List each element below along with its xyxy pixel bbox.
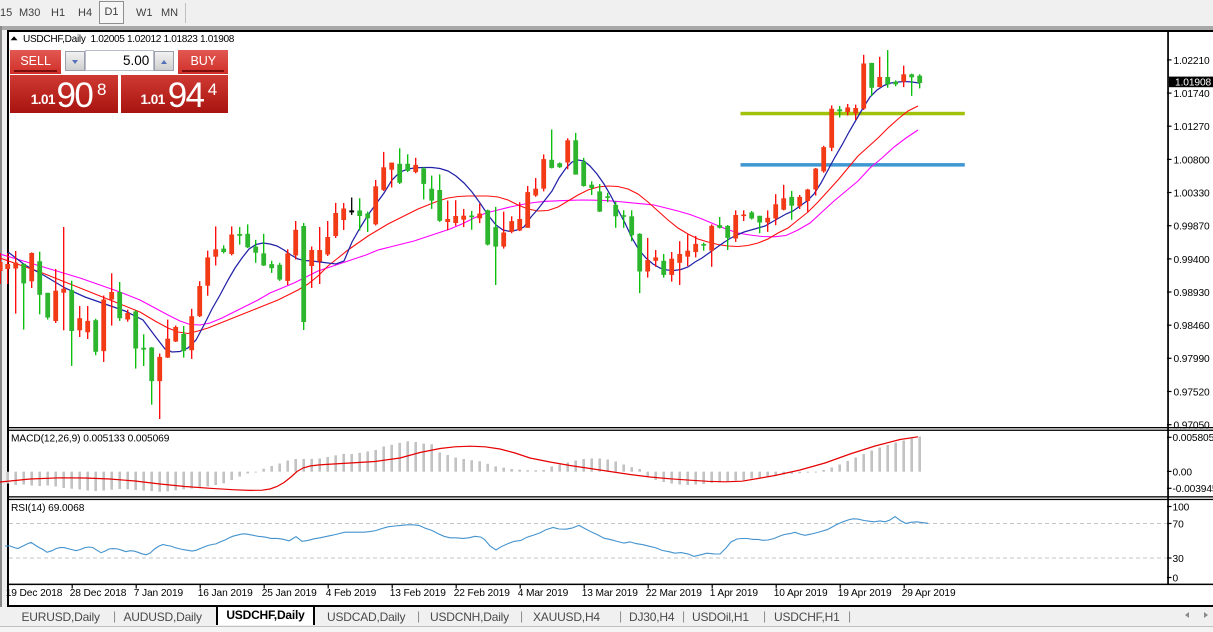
svg-text:0.98930: 0.98930	[1174, 288, 1211, 299]
svg-text:25 Jan 2019: 25 Jan 2019	[262, 588, 317, 599]
svg-text:1.00330: 1.00330	[1174, 188, 1211, 199]
svg-text:13 Feb 2019: 13 Feb 2019	[390, 588, 447, 599]
svg-text:USDCHF,Daily: USDCHF,Daily	[23, 34, 87, 45]
svg-text:1.01740: 1.01740	[1174, 89, 1211, 100]
svg-text:10 Apr 2019: 10 Apr 2019	[774, 588, 828, 599]
svg-text:0.005805: 0.005805	[1173, 433, 1213, 444]
svg-text:1.01908: 1.01908	[1175, 77, 1212, 88]
svg-text:4 Mar 2019: 4 Mar 2019	[518, 588, 569, 599]
svg-text:70: 70	[1173, 519, 1185, 530]
svg-text:0.00: 0.00	[1173, 467, 1193, 478]
svg-text:30: 30	[1173, 554, 1185, 565]
svg-text:100: 100	[1173, 502, 1190, 513]
svg-text:29 Apr 2019: 29 Apr 2019	[902, 588, 956, 599]
svg-text:0.99870: 0.99870	[1174, 222, 1211, 233]
svg-text:19 Apr 2019: 19 Apr 2019	[838, 588, 892, 599]
svg-text:16 Jan 2019: 16 Jan 2019	[198, 588, 253, 599]
svg-text:13 Mar 2019: 13 Mar 2019	[582, 588, 639, 599]
svg-text:0.99400: 0.99400	[1174, 255, 1211, 266]
svg-text:28 Dec 2018: 28 Dec 2018	[70, 588, 127, 599]
svg-text:RSI(14) 69.0068: RSI(14) 69.0068	[11, 503, 85, 514]
svg-text:19 Dec 2018: 19 Dec 2018	[6, 588, 63, 599]
svg-text:1.00800: 1.00800	[1174, 155, 1211, 166]
svg-text:MACD(12,26,9) 0.005133 0.00506: MACD(12,26,9) 0.005133 0.005069	[11, 433, 170, 444]
svg-text:1.02210: 1.02210	[1174, 56, 1211, 67]
svg-text:1.02005 1.02012 1.01823 1.0190: 1.02005 1.02012 1.01823 1.01908	[91, 34, 235, 45]
svg-text:1.01270: 1.01270	[1174, 122, 1211, 133]
svg-text:7 Jan 2019: 7 Jan 2019	[134, 588, 184, 599]
svg-text:0.98460: 0.98460	[1174, 321, 1211, 332]
svg-text:-0.003945: -0.003945	[1173, 484, 1213, 495]
svg-text:4 Feb 2019: 4 Feb 2019	[326, 588, 377, 599]
svg-text:1 Apr 2019: 1 Apr 2019	[710, 588, 759, 599]
svg-text:22 Mar 2019: 22 Mar 2019	[646, 588, 703, 599]
svg-text:0.97990: 0.97990	[1174, 354, 1211, 365]
svg-text:0: 0	[1173, 573, 1179, 584]
svg-text:0.97050: 0.97050	[1174, 421, 1211, 432]
svg-text:22 Feb 2019: 22 Feb 2019	[454, 588, 511, 599]
svg-text:0.97520: 0.97520	[1174, 387, 1211, 398]
